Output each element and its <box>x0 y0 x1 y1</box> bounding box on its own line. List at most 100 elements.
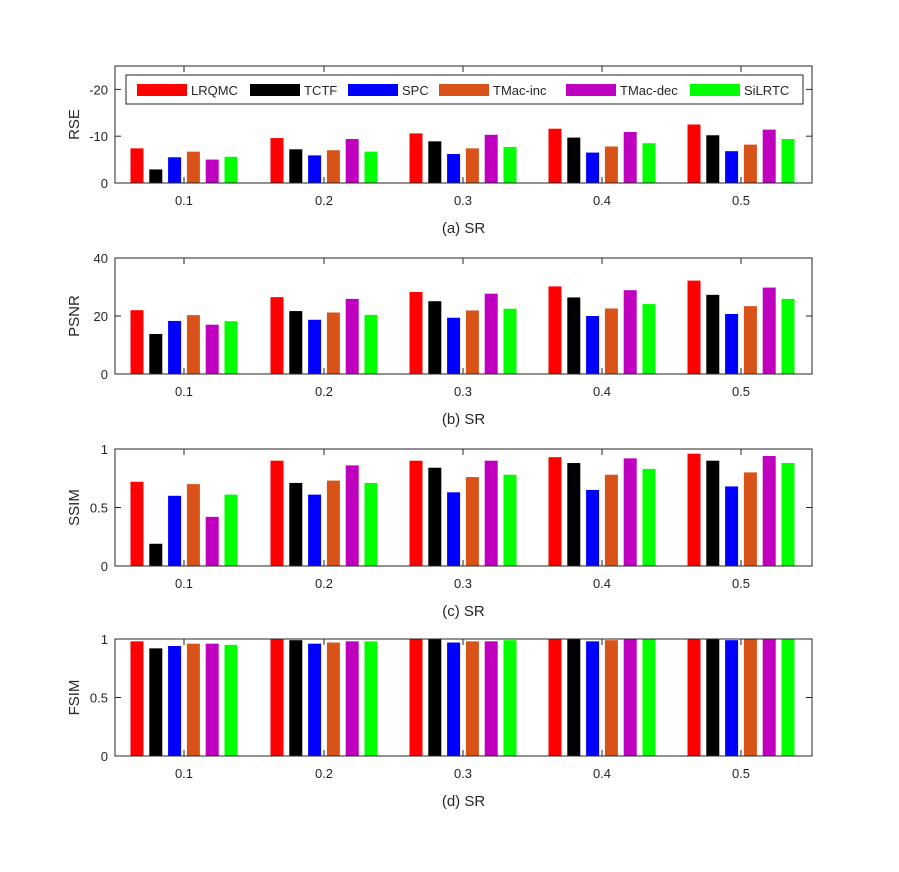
y-tick-label: 0.5 <box>90 501 108 516</box>
bar-lrqmc-0.5 <box>687 639 701 756</box>
legend-swatch-tctf <box>250 84 300 96</box>
y-axis-label: RSE <box>66 109 83 140</box>
x-axis-label: (c) SR <box>442 603 485 620</box>
bar-tmac-inc-0.2 <box>326 312 340 374</box>
bar-tmac-dec-0.2 <box>345 139 359 183</box>
x-tick-label: 0.1 <box>175 576 193 591</box>
bar-silrtc-0.4 <box>642 304 656 374</box>
bar-tmac-dec-0.3 <box>484 293 498 374</box>
bar-silrtc-0.5 <box>781 639 795 756</box>
bar-spc-0.4 <box>586 489 600 566</box>
bar-tctf-0.1 <box>149 648 163 756</box>
bar-spc-0.2 <box>308 155 322 183</box>
legend-label-tmac-dec: TMac-dec <box>620 83 678 98</box>
bar-spc-0.3 <box>447 642 461 756</box>
bar-tctf-0.3 <box>428 301 442 374</box>
plot-frame <box>114 257 813 375</box>
bar-tmac-inc-0.3 <box>465 477 479 566</box>
bar-lrqmc-0.4 <box>548 639 562 756</box>
bar-lrqmc-0.2 <box>270 297 284 374</box>
bar-silrtc-0.3 <box>503 146 517 183</box>
bar-tmac-inc-0.5 <box>743 472 757 566</box>
bar-tctf-0.4 <box>567 297 581 374</box>
y-tick-label: 0 <box>101 749 108 764</box>
y-tick-label: 1 <box>101 442 108 457</box>
y-tick-label: 40 <box>94 251 108 266</box>
y-tick-label: -10 <box>89 129 108 144</box>
x-tick-label: 0.2 <box>315 193 333 208</box>
plot-frame <box>114 65 813 184</box>
bar-tctf-0.4 <box>567 463 581 566</box>
bar-tmac-inc-0.2 <box>326 480 340 566</box>
bar-spc-0.1 <box>168 495 182 566</box>
legend-swatch-silrtc <box>690 84 740 96</box>
bar-spc-0.5 <box>725 640 739 756</box>
bar-tctf-0.5 <box>706 639 720 756</box>
bar-lrqmc-0.2 <box>270 639 284 756</box>
legend-label-lrqmc: LRQMC <box>191 83 238 98</box>
bar-spc-0.5 <box>725 486 739 566</box>
plot-frame <box>114 638 813 757</box>
bar-spc-0.5 <box>725 313 739 374</box>
bar-tmac-dec-0.2 <box>345 641 359 756</box>
bar-lrqmc-0.3 <box>409 133 423 183</box>
bar-tmac-inc-0.5 <box>743 306 757 374</box>
bar-lrqmc-0.4 <box>548 457 562 566</box>
y-tick-label: -20 <box>89 82 108 97</box>
legend-label-spc: SPC <box>402 83 429 98</box>
x-tick-label: 0.4 <box>593 576 611 591</box>
bar-spc-0.5 <box>725 151 739 183</box>
bar-lrqmc-0.1 <box>130 148 144 183</box>
bar-tctf-0.3 <box>428 639 442 756</box>
bar-silrtc-0.4 <box>642 468 656 566</box>
legend-swatch-spc <box>348 84 398 96</box>
legend: LRQMC TCTF SPC TMac-inc TMac-dec SiLRTC <box>125 74 804 105</box>
bar-lrqmc-0.1 <box>130 310 144 374</box>
bar-silrtc-0.1 <box>224 321 238 374</box>
x-tick-label: 0.3 <box>454 193 472 208</box>
bar-tmac-dec-0.2 <box>345 465 359 566</box>
bar-spc-0.3 <box>447 492 461 566</box>
bar-tmac-inc-0.4 <box>604 146 618 183</box>
bar-silrtc-0.5 <box>781 298 795 374</box>
x-tick-label: 0.1 <box>175 193 193 208</box>
bar-tmac-inc-0.3 <box>465 148 479 183</box>
chart-panel-3: 0 0.5 1 0.1 0.2 0.3 0.4 0.5 (c) SR SSIM <box>66 442 813 620</box>
bar-lrqmc-0.3 <box>409 639 423 756</box>
legend-swatch-tmac-inc <box>439 84 489 96</box>
bar-tctf-0.2 <box>289 311 303 374</box>
x-tick-label: 0.4 <box>593 193 611 208</box>
bar-tmac-inc-0.3 <box>465 310 479 374</box>
bar-tctf-0.1 <box>149 543 163 566</box>
bar-silrtc-0.4 <box>642 639 656 756</box>
bar-tmac-dec-0.4 <box>623 131 637 183</box>
bar-tmac-dec-0.4 <box>623 458 637 566</box>
bar-tctf-0.2 <box>289 640 303 756</box>
bar-lrqmc-0.1 <box>130 641 144 756</box>
x-tick-label: 0.1 <box>175 384 193 399</box>
bar-silrtc-0.2 <box>364 482 378 566</box>
bar-tmac-inc-0.5 <box>743 144 757 183</box>
bar-lrqmc-0.3 <box>409 291 423 374</box>
bar-silrtc-0.2 <box>364 641 378 756</box>
legend-label-tctf: TCTF <box>304 83 337 98</box>
bar-tctf-0.3 <box>428 467 442 566</box>
bar-tmac-inc-0.1 <box>186 643 200 756</box>
bar-tmac-dec-0.5 <box>762 639 776 756</box>
y-axis-label: PSNR <box>66 295 83 337</box>
bar-spc-0.1 <box>168 320 182 374</box>
bar-silrtc-0.3 <box>503 308 517 374</box>
bar-tmac-inc-0.4 <box>604 640 618 756</box>
bar-silrtc-0.5 <box>781 463 795 566</box>
bar-silrtc-0.1 <box>224 156 238 183</box>
x-tick-label: 0.3 <box>454 576 472 591</box>
bar-lrqmc-0.3 <box>409 460 423 566</box>
bar-spc-0.4 <box>586 641 600 756</box>
y-tick-label: 0 <box>101 176 108 191</box>
bar-spc-0.1 <box>168 646 182 756</box>
bar-spc-0.2 <box>308 494 322 566</box>
bar-tctf-0.3 <box>428 141 442 183</box>
x-tick-label: 0.3 <box>454 384 472 399</box>
legend-swatch-lrqmc <box>137 84 187 96</box>
legend-label-silrtc: SiLRTC <box>744 83 789 98</box>
